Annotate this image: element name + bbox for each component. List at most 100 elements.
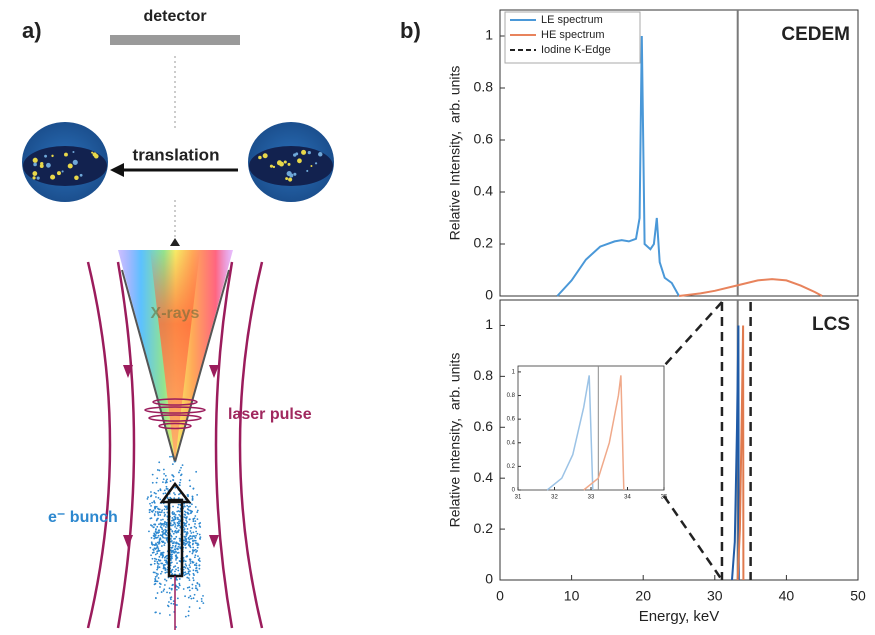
electron bbox=[178, 522, 181, 525]
electron bbox=[172, 518, 175, 521]
electron bbox=[195, 534, 198, 537]
electron bbox=[163, 544, 166, 546]
electron bbox=[162, 536, 165, 539]
electron bbox=[176, 547, 179, 550]
electron bbox=[165, 534, 168, 537]
electron bbox=[151, 557, 154, 560]
electron bbox=[183, 574, 186, 577]
electron bbox=[155, 558, 158, 561]
electron bbox=[175, 527, 178, 530]
electron bbox=[156, 550, 159, 553]
electron bbox=[155, 492, 157, 495]
electron bbox=[166, 481, 168, 484]
electron bbox=[189, 560, 192, 562]
electron bbox=[184, 537, 187, 539]
electron bbox=[193, 556, 196, 559]
electron bbox=[156, 568, 159, 571]
electron bbox=[199, 536, 202, 538]
electron bbox=[187, 577, 190, 579]
electron bbox=[185, 521, 188, 523]
x-tick-label: 40 bbox=[779, 588, 795, 604]
electron bbox=[149, 546, 152, 549]
inclusion bbox=[46, 162, 51, 168]
electron bbox=[154, 576, 157, 578]
electron bbox=[191, 535, 194, 538]
electron bbox=[184, 563, 187, 566]
electron bbox=[187, 568, 190, 571]
electron bbox=[154, 507, 156, 510]
y-tick-label: 0.6 bbox=[474, 418, 494, 434]
electron bbox=[151, 473, 154, 476]
electron bbox=[188, 540, 190, 543]
electron bbox=[161, 562, 164, 565]
inclusion bbox=[32, 171, 38, 176]
electron bbox=[173, 460, 176, 463]
electron bbox=[172, 478, 174, 481]
electron bbox=[177, 566, 180, 569]
electron bbox=[193, 539, 196, 542]
legend-label: Iodine K-Edge bbox=[541, 44, 611, 56]
electron bbox=[190, 526, 193, 529]
y-tick-label: 0.8 bbox=[507, 393, 516, 399]
cone-edge bbox=[174, 269, 230, 463]
electron bbox=[179, 539, 181, 542]
electron bbox=[187, 572, 190, 575]
electron bbox=[165, 523, 168, 526]
electron bbox=[180, 474, 182, 477]
electron bbox=[149, 517, 152, 520]
electron bbox=[165, 521, 168, 524]
electron bbox=[188, 589, 191, 592]
spectrum-line bbox=[678, 278, 823, 297]
electron bbox=[194, 520, 197, 523]
inclusion bbox=[40, 162, 44, 166]
electron bbox=[200, 600, 203, 603]
electron bbox=[158, 469, 161, 472]
electron bbox=[186, 508, 189, 510]
y-tick-label: 0.8 bbox=[474, 367, 494, 383]
electron bbox=[163, 524, 165, 527]
electron bbox=[159, 538, 161, 541]
electron bbox=[195, 567, 197, 570]
translation-label: translation bbox=[133, 145, 220, 164]
electron bbox=[160, 523, 163, 526]
electron bbox=[153, 560, 156, 563]
electron bbox=[171, 557, 173, 560]
y-tick-label: 0.2 bbox=[474, 520, 494, 536]
bunch-label: e⁻ bunch bbox=[48, 509, 118, 526]
electron bbox=[159, 583, 162, 586]
electron bbox=[174, 570, 176, 573]
electron bbox=[166, 478, 168, 481]
electron bbox=[170, 540, 173, 543]
electron bbox=[186, 511, 189, 514]
electron bbox=[172, 475, 175, 478]
electron bbox=[162, 468, 165, 471]
electron bbox=[194, 569, 197, 572]
electron bbox=[168, 591, 171, 594]
inclusion bbox=[318, 152, 323, 157]
electron bbox=[154, 577, 157, 580]
electron bbox=[162, 541, 165, 544]
electron bbox=[186, 572, 189, 575]
electron bbox=[174, 548, 176, 551]
electron bbox=[158, 511, 161, 514]
phantom bbox=[22, 122, 108, 202]
electron bbox=[187, 512, 190, 515]
electron bbox=[188, 586, 191, 589]
electron bbox=[174, 565, 177, 568]
electron bbox=[166, 563, 168, 565]
y-tick-label: 0.4 bbox=[474, 183, 494, 199]
electron bbox=[171, 568, 174, 571]
electron bbox=[164, 474, 167, 477]
electron bbox=[198, 564, 201, 566]
electron bbox=[178, 529, 180, 532]
electron bbox=[195, 585, 197, 587]
electron bbox=[198, 607, 201, 610]
electron bbox=[157, 514, 160, 516]
electron bbox=[157, 573, 159, 576]
electron bbox=[161, 533, 164, 536]
electron bbox=[156, 546, 159, 549]
x-axis-label: Energy, keV bbox=[639, 608, 720, 625]
x-tick-label: 0 bbox=[496, 588, 504, 604]
inclusion bbox=[91, 151, 94, 154]
electron bbox=[161, 556, 164, 559]
